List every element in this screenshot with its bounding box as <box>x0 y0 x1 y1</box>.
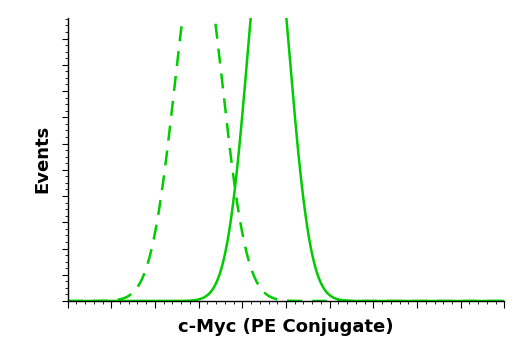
Y-axis label: Events: Events <box>34 125 51 193</box>
X-axis label: c-Myc (PE Conjugate): c-Myc (PE Conjugate) <box>178 318 394 336</box>
